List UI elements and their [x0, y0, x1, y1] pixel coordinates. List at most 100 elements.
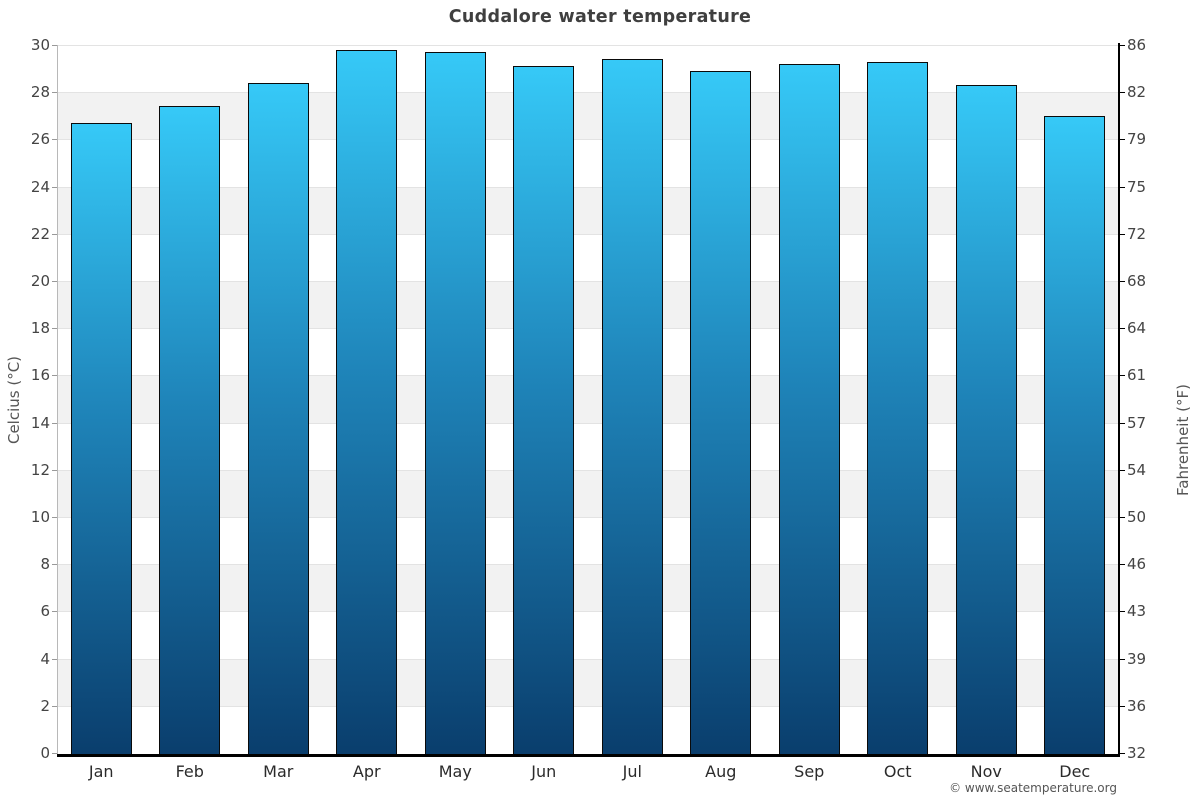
month-label-sep: Sep [794, 762, 825, 781]
right-tick-mark [1120, 186, 1125, 188]
right-tick-mark [1120, 422, 1125, 424]
background-band [57, 92, 1119, 140]
fahrenheit-tick-label: 32 [1127, 744, 1147, 762]
fahrenheit-tick-label: 57 [1127, 413, 1147, 432]
left-tick-mark [52, 705, 57, 707]
right-tick-mark [1120, 328, 1125, 330]
gridline [57, 422, 1119, 424]
bar-jun [513, 66, 575, 754]
fahrenheit-tick-label: 43 [1127, 602, 1147, 621]
bar-sep [778, 63, 840, 754]
celsius-tick-label: 26 [30, 130, 50, 149]
celsius-tick-label: 28 [30, 83, 50, 102]
month-label-feb: Feb [175, 762, 204, 781]
left-tick-mark [52, 658, 57, 660]
background-band [57, 45, 1119, 93]
background-band [57, 658, 1119, 706]
right-axis-line [1118, 43, 1120, 755]
background-band [57, 517, 1119, 565]
celsius-tick-label: 14 [30, 413, 50, 432]
right-tick-mark [1120, 92, 1125, 94]
left-tick-mark [52, 233, 57, 235]
celsius-tick-label: 4 [40, 649, 50, 668]
background-band [57, 611, 1119, 659]
background-band [57, 705, 1119, 753]
right-tick-mark [1120, 658, 1125, 660]
background-band [57, 281, 1119, 329]
celsius-tick-label: 2 [40, 696, 50, 715]
celsius-tick-label: 16 [30, 366, 50, 385]
month-label-may: May [438, 762, 472, 781]
month-label-aug: Aug [705, 762, 737, 781]
gridline [57, 564, 1119, 566]
bar-oct [867, 61, 929, 754]
right-tick-mark [1120, 233, 1125, 235]
month-label-jun: Jun [531, 762, 557, 781]
fahrenheit-tick-label: 86 [1127, 36, 1147, 54]
right-tick-mark [1120, 281, 1125, 282]
bar-nov [955, 85, 1017, 754]
gridline [57, 611, 1119, 613]
bar-dec [1044, 115, 1106, 754]
right-tick-mark [1120, 139, 1125, 141]
fahrenheit-tick-label: 36 [1127, 696, 1147, 715]
celsius-tick-label: 6 [40, 602, 50, 621]
right-tick-mark [1120, 753, 1125, 754]
fahrenheit-tick-label: 64 [1127, 319, 1147, 338]
fahrenheit-tick-label: 75 [1127, 177, 1147, 196]
background-band [57, 186, 1119, 234]
fahrenheit-tick-label: 54 [1127, 460, 1147, 479]
left-tick-mark [52, 422, 57, 424]
gridline [57, 281, 1119, 282]
left-tick-mark [52, 281, 57, 282]
bar-jan [70, 122, 132, 754]
month-label-apr: Apr [352, 762, 381, 781]
gridline [57, 658, 1119, 660]
month-label-nov: Nov [970, 762, 1002, 781]
background-band [57, 469, 1119, 517]
right-tick-mark [1120, 469, 1125, 471]
bar-jul [601, 59, 663, 754]
right-tick-mark [1120, 45, 1125, 46]
bar-aug [690, 70, 752, 754]
fahrenheit-tick-label: 68 [1127, 272, 1147, 290]
fahrenheit-tick-label: 72 [1127, 224, 1147, 243]
right-tick-mark [1120, 375, 1125, 377]
copyright-credit: © www.seatemperature.org [949, 781, 1117, 795]
gridline [57, 469, 1119, 471]
gridline [57, 139, 1119, 141]
celsius-tick-label: 12 [30, 460, 50, 479]
month-label-jan: Jan [88, 762, 114, 781]
fahrenheit-tick-label: 79 [1127, 130, 1147, 149]
left-tick-mark [52, 611, 57, 613]
fahrenheit-tick-label: 39 [1127, 649, 1147, 668]
left-tick-mark [52, 517, 57, 518]
left-tick-mark [52, 186, 57, 188]
background-band [57, 564, 1119, 612]
left-tick-mark [52, 45, 57, 46]
fahrenheit-tick-label: 46 [1127, 555, 1147, 574]
chart-title: Cuddalore water temperature [448, 7, 752, 27]
celsius-tick-label: 30 [30, 36, 50, 54]
background-band [57, 139, 1119, 187]
left-tick-mark [52, 753, 57, 754]
left-tick-mark [52, 328, 57, 330]
month-label-oct: Oct [883, 762, 912, 781]
gridline [57, 45, 1119, 46]
celsius-tick-label: 24 [30, 177, 50, 196]
gridline [57, 92, 1119, 94]
celsius-tick-label: 22 [30, 224, 50, 243]
celsius-tick-label: 18 [30, 319, 50, 338]
left-tick-mark [52, 469, 57, 471]
x-axis-baseline [57, 754, 1120, 757]
right-tick-mark [1120, 564, 1125, 566]
gridline [57, 517, 1119, 518]
celsius-tick-label: 8 [40, 555, 50, 574]
celsius-tick-label: 0 [40, 744, 50, 762]
gridline [57, 375, 1119, 377]
bar-mar [247, 82, 309, 754]
right-tick-mark [1120, 611, 1125, 613]
gridline [57, 328, 1119, 330]
fahrenheit-tick-label: 82 [1127, 83, 1147, 102]
